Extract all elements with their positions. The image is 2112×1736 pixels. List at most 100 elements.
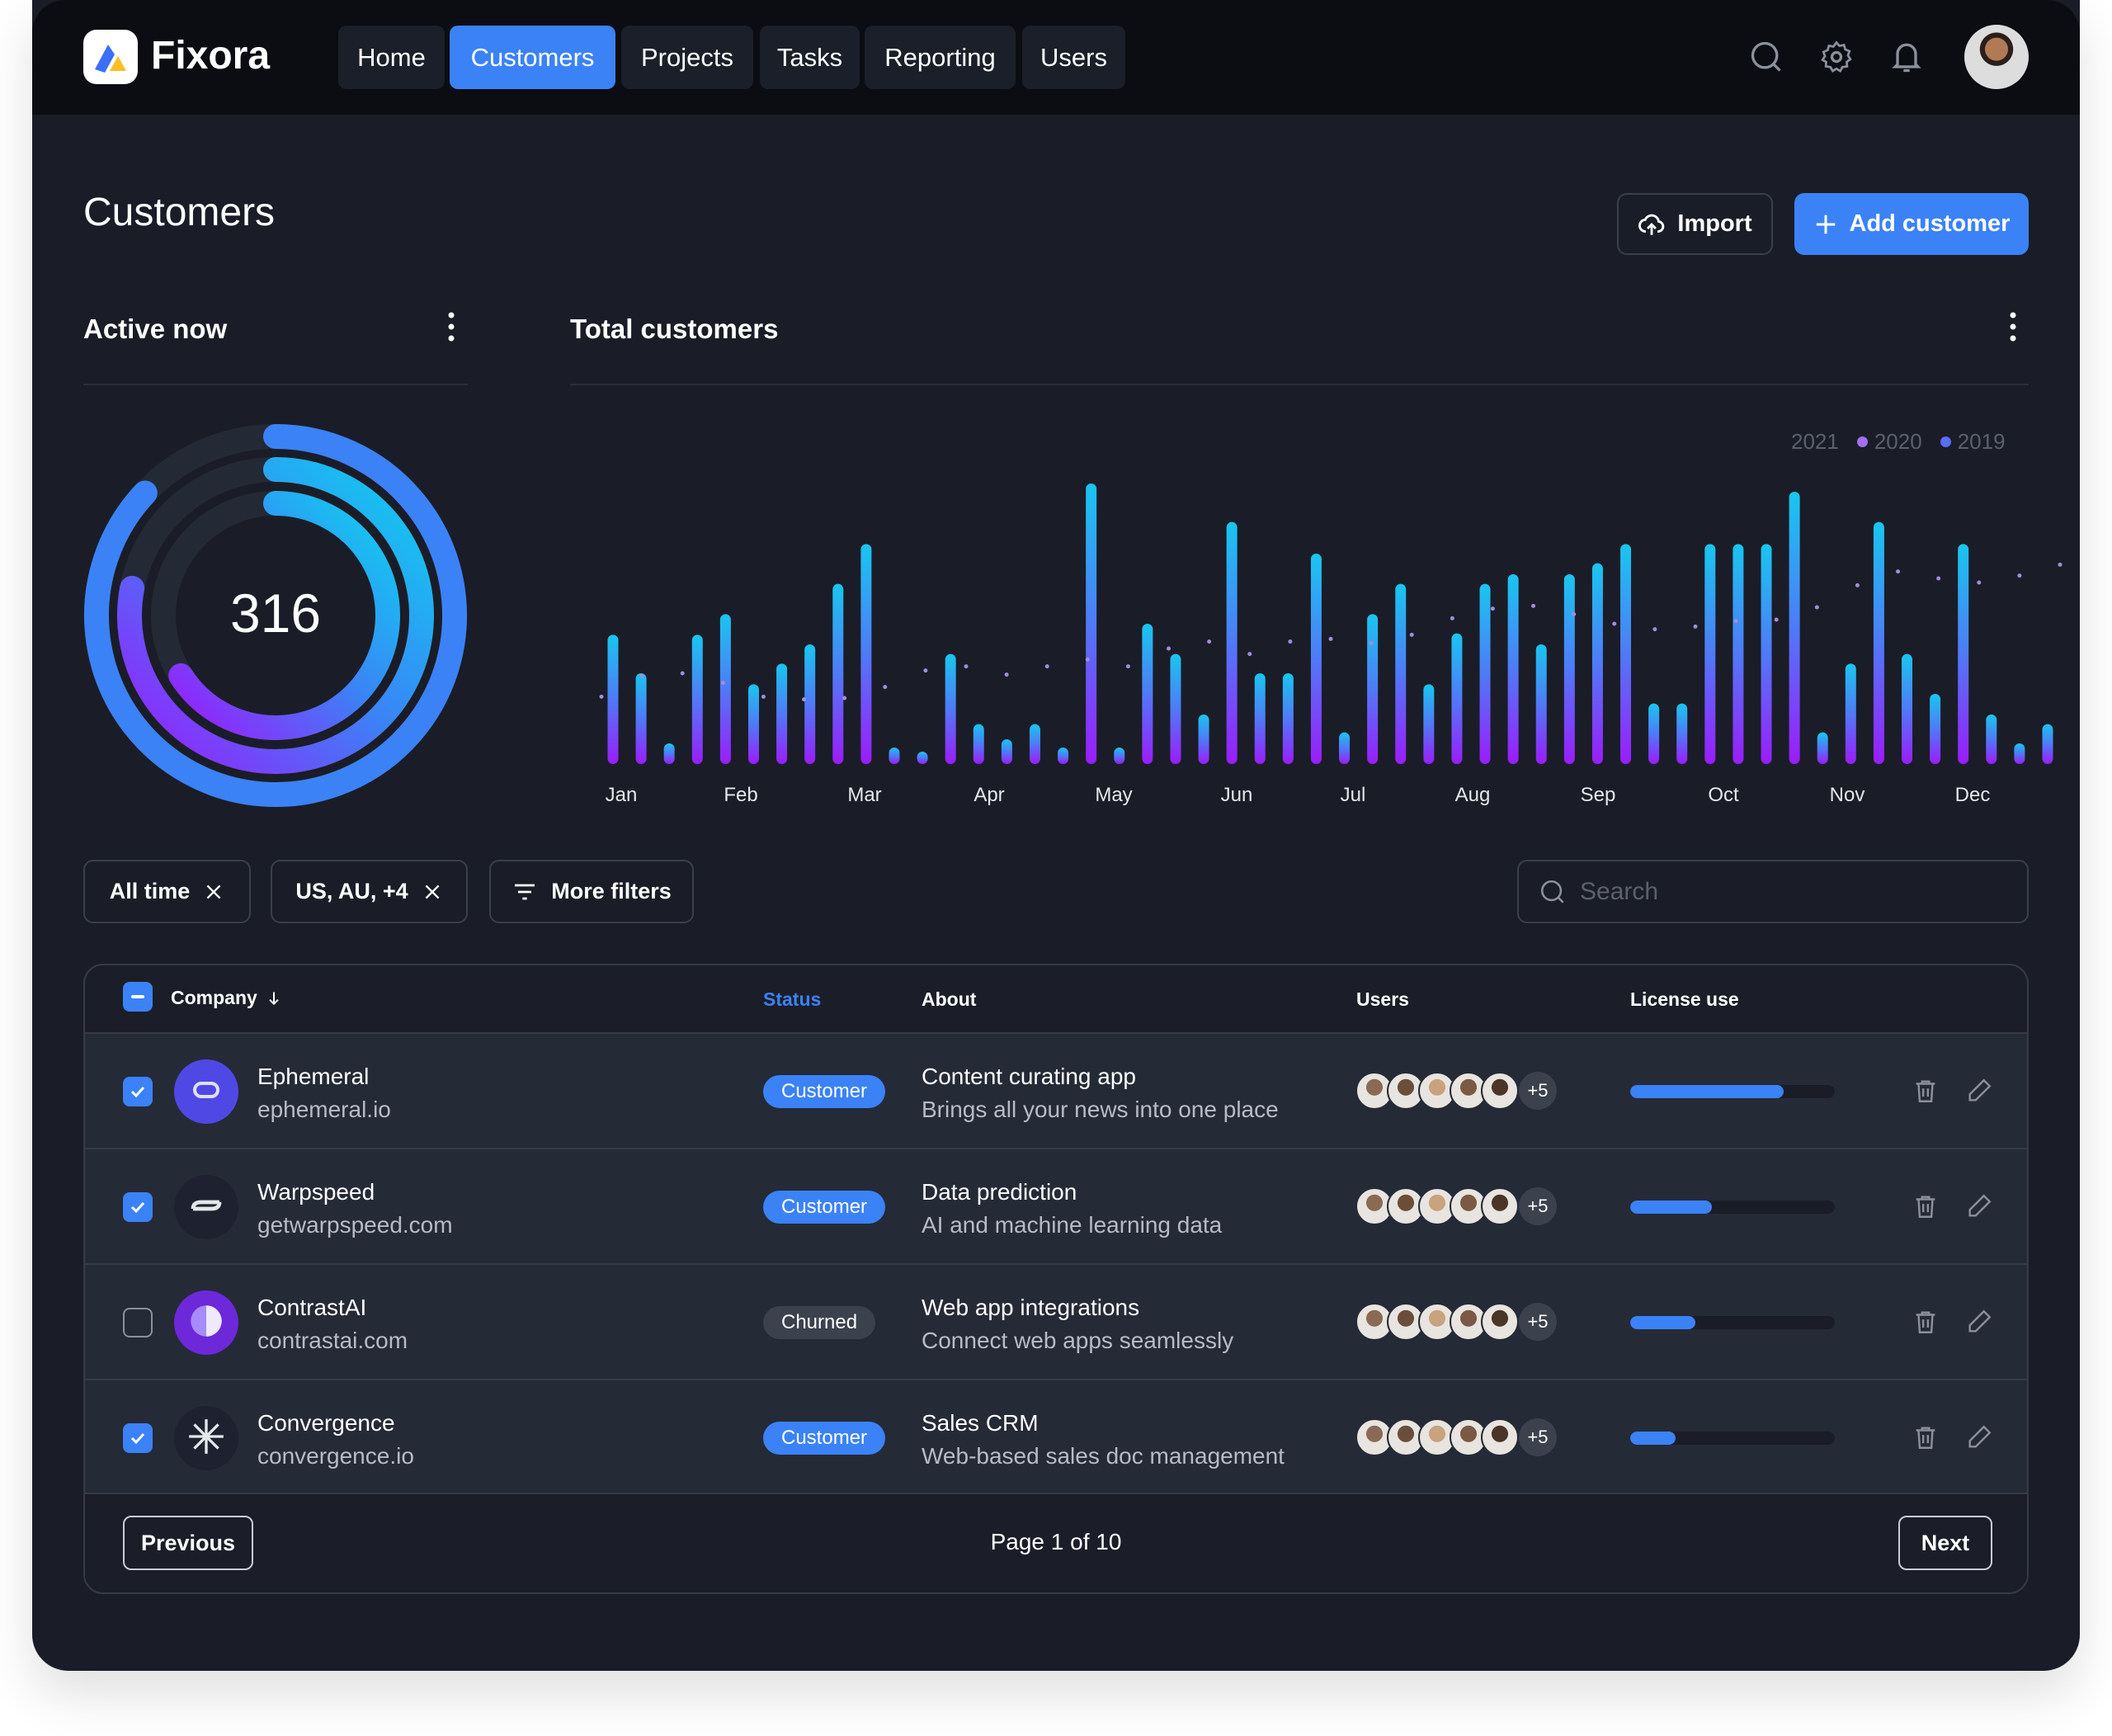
bar[interactable] <box>691 634 703 764</box>
trend-point <box>1896 569 1901 574</box>
bar[interactable] <box>776 663 788 764</box>
row-checkbox[interactable] <box>123 1077 153 1106</box>
edit-pencil-icon[interactable] <box>1965 1192 1993 1220</box>
column-about[interactable]: About <box>922 988 977 1010</box>
bar[interactable] <box>1817 732 1828 764</box>
bar[interactable] <box>1507 574 1519 764</box>
add-customer-button[interactable]: Add customer <box>1794 193 2029 255</box>
trash-icon[interactable] <box>1912 1192 1940 1220</box>
bar[interactable] <box>1930 694 1941 764</box>
bar[interactable] <box>1479 583 1491 764</box>
nav-users[interactable]: Users <box>1022 26 1125 89</box>
bell-icon[interactable] <box>1888 39 1925 75</box>
bar[interactable] <box>747 684 759 764</box>
search-input[interactable] <box>1580 877 1976 906</box>
row-checkbox[interactable] <box>123 1192 153 1222</box>
more-filters-button[interactable]: More filters <box>489 860 694 923</box>
active-now-menu-icon[interactable] <box>447 310 455 343</box>
bar[interactable] <box>1845 663 1856 764</box>
bar[interactable] <box>832 583 844 764</box>
trash-icon[interactable] <box>1912 1308 1940 1336</box>
bar[interactable] <box>1395 583 1407 764</box>
bar[interactable] <box>860 544 872 764</box>
import-button[interactable]: Import <box>1617 193 1773 255</box>
row-checkbox[interactable] <box>123 1423 153 1453</box>
bar[interactable] <box>1451 633 1463 764</box>
bar[interactable] <box>607 634 619 764</box>
close-icon[interactable] <box>203 881 224 903</box>
bar[interactable] <box>1648 703 1660 764</box>
bar[interactable] <box>1114 748 1125 764</box>
bar[interactable] <box>1958 544 1969 764</box>
trash-icon[interactable] <box>1912 1423 1940 1451</box>
nav-home[interactable]: Home <box>338 26 445 89</box>
bar[interactable] <box>1535 644 1547 764</box>
nav-tasks[interactable]: Tasks <box>760 26 860 89</box>
column-users[interactable]: Users <box>1356 988 1409 1010</box>
bar[interactable] <box>1902 653 1913 764</box>
bar[interactable] <box>1282 673 1294 764</box>
bar[interactable] <box>1310 554 1322 764</box>
bar[interactable] <box>804 644 816 764</box>
bar[interactable] <box>945 653 956 764</box>
bar[interactable] <box>1986 715 1997 764</box>
user-avatar[interactable] <box>1964 25 2029 89</box>
next-button[interactable]: Next <box>1898 1516 1992 1570</box>
bar[interactable] <box>1142 624 1153 764</box>
trend-point <box>1207 639 1212 644</box>
bar[interactable] <box>635 673 647 764</box>
bar[interactable] <box>1226 521 1238 764</box>
filter-chip-region[interactable]: US, AU, +4 <box>271 860 468 923</box>
settings-icon[interactable] <box>1818 39 1855 75</box>
bar[interactable] <box>1423 684 1435 764</box>
bar[interactable] <box>1001 739 1012 764</box>
table-row[interactable]: Warpspeed getwarpspeed.com Customer Data… <box>85 1148 2027 1263</box>
bar[interactable] <box>917 752 928 764</box>
bar[interactable] <box>1198 715 1209 764</box>
table-row[interactable]: Ephemeral ephemeral.io Customer Content … <box>85 1032 2027 1148</box>
table-row[interactable]: ContrastAI contrastai.com Churned Web ap… <box>85 1263 2027 1379</box>
edit-pencil-icon[interactable] <box>1965 1308 1993 1336</box>
edit-pencil-icon[interactable] <box>1965 1077 1993 1105</box>
table-row[interactable]: Convergence convergence.io Customer Sale… <box>85 1379 2027 1494</box>
bar[interactable] <box>1339 732 1351 764</box>
bar[interactable] <box>2014 743 2025 764</box>
nav-reporting[interactable]: Reporting <box>865 26 1016 89</box>
column-status[interactable]: Status <box>763 988 822 1010</box>
bar[interactable] <box>1058 748 1069 764</box>
select-all-checkbox[interactable] <box>123 982 153 1012</box>
previous-button[interactable]: Previous <box>123 1516 253 1570</box>
bar[interactable] <box>1170 653 1181 764</box>
bar[interactable] <box>1563 574 1575 764</box>
edit-pencil-icon[interactable] <box>1965 1423 1993 1451</box>
total-customers-menu-icon[interactable] <box>2009 310 2017 343</box>
search-icon[interactable] <box>1748 39 1784 75</box>
bar[interactable] <box>1789 492 1800 764</box>
bar[interactable] <box>1029 724 1040 764</box>
column-license[interactable]: License use <box>1630 988 1739 1010</box>
bar[interactable] <box>719 614 731 764</box>
bar[interactable] <box>1873 521 1884 764</box>
column-company[interactable]: Company <box>171 987 282 1009</box>
bar[interactable] <box>1367 614 1379 764</box>
fixora-logo[interactable] <box>83 30 138 84</box>
row-checkbox[interactable] <box>123 1308 153 1337</box>
bar[interactable] <box>1591 563 1603 764</box>
bar[interactable] <box>1086 484 1097 764</box>
bar[interactable] <box>1676 703 1688 764</box>
bar[interactable] <box>889 748 900 764</box>
bar[interactable] <box>973 724 984 764</box>
filter-chip-all-time[interactable]: All time <box>83 860 251 923</box>
bar[interactable] <box>1704 544 1716 764</box>
search-box[interactable] <box>1517 860 2029 923</box>
nav-projects[interactable]: Projects <box>621 26 753 89</box>
bar[interactable] <box>1761 544 1772 764</box>
trash-icon[interactable] <box>1912 1077 1940 1105</box>
bar[interactable] <box>2042 724 2053 764</box>
nav-customers[interactable]: Customers <box>450 26 615 89</box>
close-icon[interactable] <box>422 881 443 903</box>
bar[interactable] <box>1732 544 1744 764</box>
bar[interactable] <box>1254 673 1266 764</box>
bar[interactable] <box>663 743 675 764</box>
bar[interactable] <box>1620 544 1632 764</box>
